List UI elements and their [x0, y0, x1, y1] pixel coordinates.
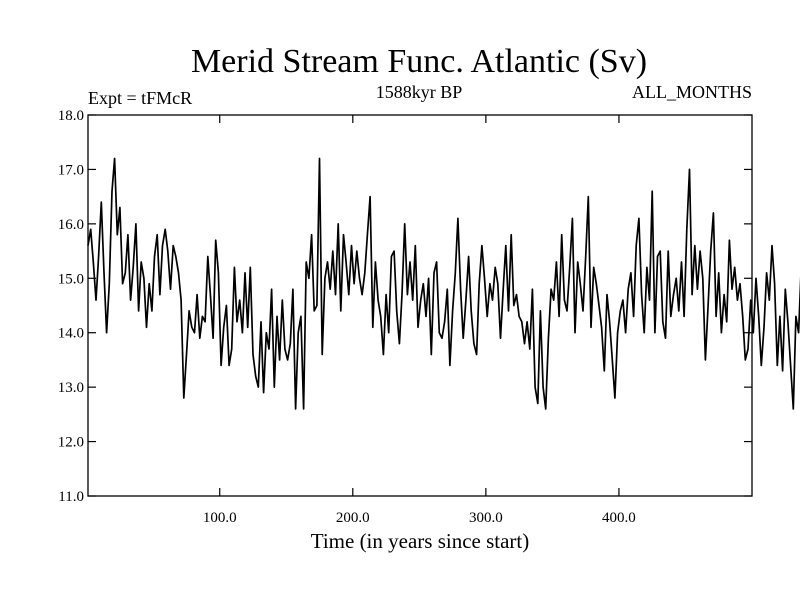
- plot-frame: [87, 114, 753, 497]
- y-tick-label: 17.0: [58, 162, 84, 178]
- x-tick-label: 400.0: [602, 510, 636, 526]
- y-tick-label: 12.0: [58, 435, 84, 451]
- x-tick-label: 300.0: [469, 510, 503, 526]
- experiment-label: Expt = tFMcR: [88, 88, 192, 108]
- series-line: [87, 157, 800, 410]
- y-axis: 11.0 12.0 13.0 14.0 15.0 16.0 17.0 18.0: [58, 108, 752, 505]
- y-tick-label: 14.0: [58, 326, 84, 342]
- x-axis: 100.0 200.0 300.0 400.0: [203, 115, 636, 526]
- y-tick-label: 13.0: [58, 380, 84, 396]
- x-axis-label: Time (in years since start): [311, 529, 530, 553]
- chart-title: Merid Stream Func. Atlantic (Sv): [191, 43, 647, 80]
- period-label: 1588kyr BP: [376, 82, 463, 102]
- x-tick-label: 200.0: [336, 510, 370, 526]
- y-tick-label: 15.0: [58, 271, 84, 287]
- y-tick-label: 16.0: [58, 217, 84, 233]
- y-tick-label: 18.0: [58, 108, 84, 124]
- x-tick-label: 100.0: [203, 510, 237, 526]
- months-label: ALL_MONTHS: [632, 82, 752, 102]
- y-tick-label: 11.0: [58, 489, 84, 505]
